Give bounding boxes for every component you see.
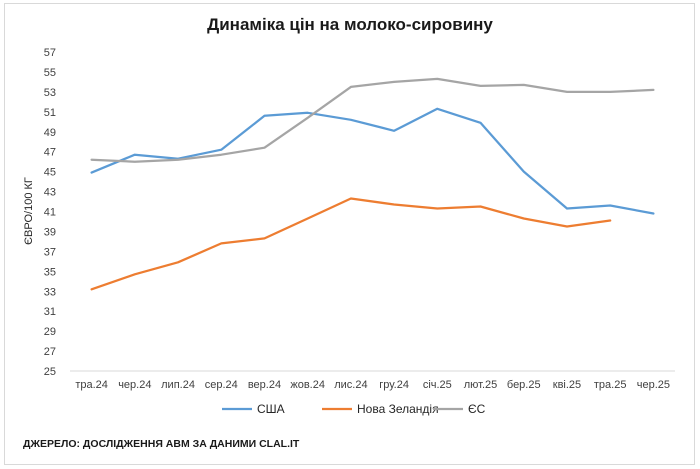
y-axis-label: ЄВРО/100 КГ [23, 177, 35, 245]
y-tick-label: 33 [44, 286, 56, 298]
series-line [90, 197, 612, 291]
x-tick-label: тра.24 [75, 379, 108, 391]
x-tick-label: лис.24 [334, 379, 367, 391]
x-tick-label: чер.24 [118, 379, 151, 391]
y-tick-label: 41 [44, 207, 56, 219]
y-tick-label: 49 [44, 127, 56, 139]
y-tick-label: 29 [44, 326, 56, 338]
y-tick-label: 39 [44, 226, 56, 238]
y-tick-label: 45 [44, 167, 56, 179]
x-tick-label: тра.25 [594, 379, 627, 391]
y-tick-label: 57 [44, 47, 56, 59]
x-tick-label: вер.24 [248, 379, 281, 391]
x-tick-label: жов.24 [290, 379, 325, 391]
y-tick-label: 25 [44, 366, 56, 378]
y-axis-ticks: 25 27 29 31 33 35 37 39 41 43 45 47 49 51 53 55 57 [44, 47, 56, 378]
x-tick-label: кві.25 [553, 379, 581, 391]
legend-label: ЄС [468, 402, 486, 416]
y-tick-label: 37 [44, 246, 56, 258]
y-tick-label: 47 [44, 147, 56, 159]
x-tick-label: гру.24 [379, 379, 409, 391]
x-tick-label: бер.25 [507, 379, 541, 391]
legend-label: Нова Зеландія [357, 402, 439, 416]
x-tick-label: лип.24 [161, 379, 195, 391]
source-note: ДЖЕРЕЛО: ДОСЛІДЖЕННЯ АВМ ЗА ДАНИМИ CLAL.… [23, 438, 300, 450]
x-axis: тра.24 чер.24 лип.24 сер.24 вер.24 жов.24 лис.… [70, 370, 675, 391]
series-line [90, 107, 655, 215]
y-tick-label: 43 [44, 187, 56, 199]
x-tick-label: чер.25 [637, 379, 670, 391]
x-tick-label: лют.25 [464, 379, 498, 391]
series-lines [90, 77, 655, 291]
y-tick-label: 31 [44, 306, 56, 318]
y-tick-label: 55 [44, 67, 56, 79]
legend-label: США [257, 402, 285, 416]
x-tick-label: сер.24 [205, 379, 238, 391]
series-line [90, 77, 655, 163]
chart-frame [4, 3, 695, 465]
y-tick-label: 53 [44, 87, 56, 99]
chart-title: Динаміка цін на молоко-сировину [207, 15, 493, 34]
x-tick-label: січ.25 [423, 379, 452, 391]
y-tick-label: 51 [44, 107, 56, 119]
y-tick-label: 27 [44, 346, 56, 358]
y-tick-label: 35 [44, 266, 56, 278]
legend: США Нова Зеландія ЄС [222, 402, 486, 416]
